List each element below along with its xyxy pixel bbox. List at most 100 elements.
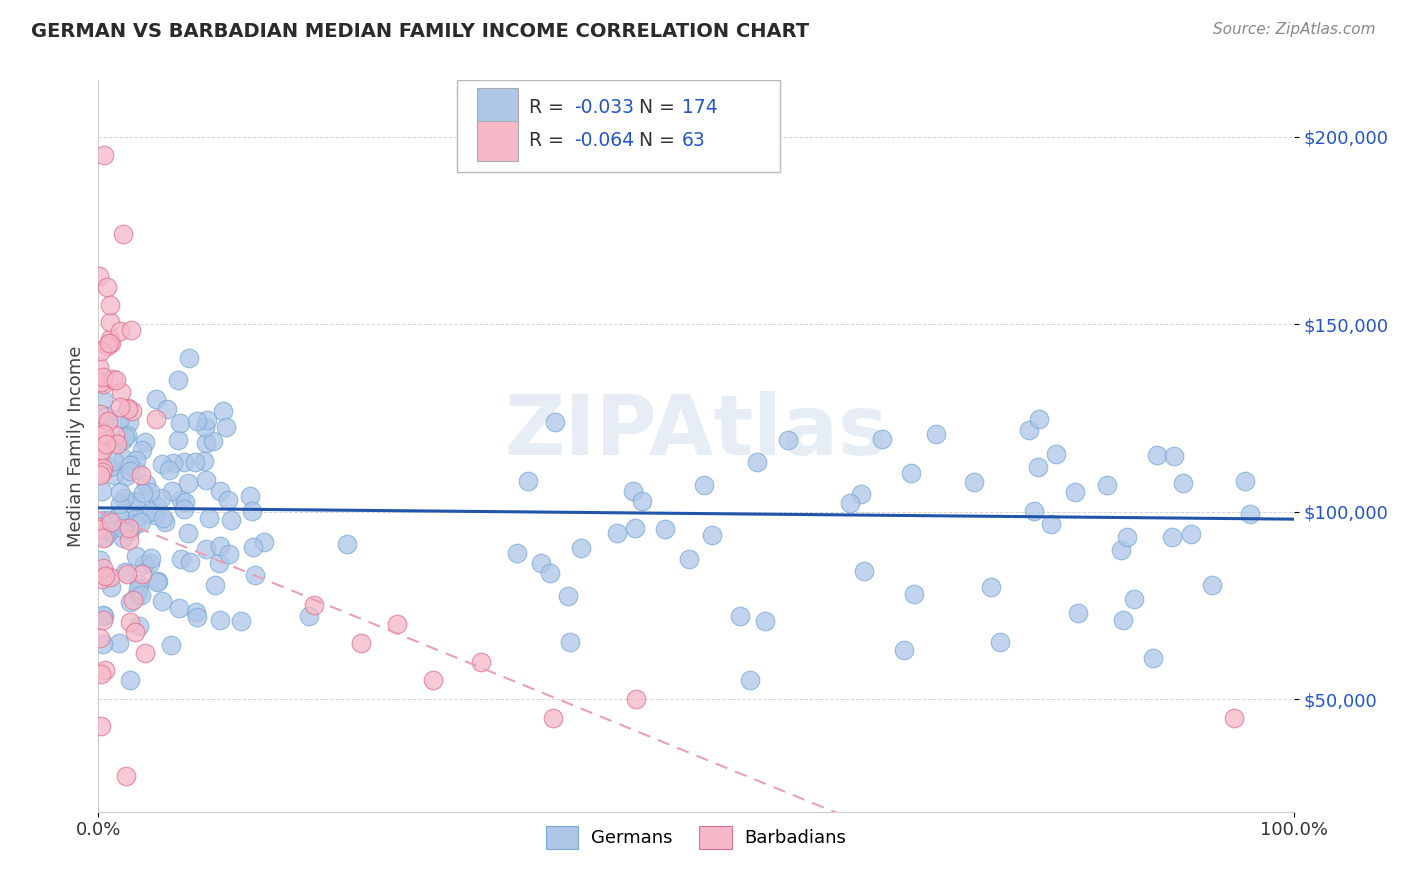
Point [111,227,134,241]
Point [100,515,122,529]
Point [108,497,131,511]
Point [114,565,136,579]
Point [114,430,136,444]
Point [243,568,266,582]
Point [124,493,146,508]
Point [143,508,166,522]
Point [738,673,761,688]
Point [125,549,148,563]
Point [1109,542,1132,557]
Point [97,512,120,526]
Point [754,615,776,629]
Point [132,558,155,572]
Y-axis label: Median Family Income: Median Family Income [66,345,84,547]
Point [606,525,628,540]
Point [145,412,167,426]
Point [202,434,225,449]
Point [91,427,114,442]
Point [150,458,173,472]
Point [97,414,120,428]
Point [530,556,553,570]
Point [174,495,197,509]
Point [170,552,193,566]
Point [654,522,676,536]
Point [108,636,131,650]
Point [621,483,644,498]
Point [179,555,201,569]
Point [115,566,138,581]
Point [198,511,221,525]
Point [166,374,188,388]
Point [219,512,242,526]
Point [186,610,208,624]
Point [93,613,115,627]
Point [128,576,150,591]
Point [135,476,157,491]
Point [218,547,240,561]
Point [1201,577,1223,591]
Point [678,552,700,566]
Point [91,561,114,575]
Point [152,511,174,525]
Point [125,463,148,477]
Point [134,435,156,450]
Point [117,401,139,416]
Point [93,148,115,162]
Point [90,443,112,458]
Point [1028,412,1050,426]
Point [128,619,150,633]
Point [112,521,135,535]
Point [135,507,157,521]
Point [1239,507,1261,521]
Point [87,520,110,534]
Point [194,541,217,556]
Point [160,483,183,498]
Point [302,599,325,613]
Point [96,436,118,450]
Point [560,635,582,649]
Point [169,493,191,508]
Point [112,433,135,447]
Point [115,769,138,783]
Point [195,473,218,487]
Text: Source: ZipAtlas.com: Source: ZipAtlas.com [1212,22,1375,37]
Point [849,487,872,501]
Point [153,515,176,529]
Point [215,420,238,434]
Point [517,475,540,489]
Point [1173,476,1195,491]
Point [538,566,561,581]
Point [98,460,121,475]
Point [557,589,579,603]
Point [184,455,207,469]
FancyBboxPatch shape [457,80,780,171]
Point [208,613,231,627]
Point [506,546,529,560]
Point [105,437,128,451]
Point [624,521,647,535]
Point [129,515,152,529]
Point [569,541,592,556]
Point [114,517,136,532]
Point [470,655,492,669]
Point [853,565,876,579]
Point [1116,530,1139,544]
Point [87,268,110,283]
Point [115,469,138,483]
Point [125,511,148,525]
Text: R =: R = [529,131,569,151]
Point [90,719,112,733]
Point [89,553,111,567]
Point [173,455,195,469]
Point [132,485,155,500]
Point [350,636,373,650]
Point [1022,504,1045,518]
Point [122,592,145,607]
Point [145,392,167,406]
Point [1180,526,1202,541]
Point [177,526,200,541]
Point [91,484,114,499]
Point [211,404,233,418]
Point [98,524,121,538]
Point [120,458,142,472]
